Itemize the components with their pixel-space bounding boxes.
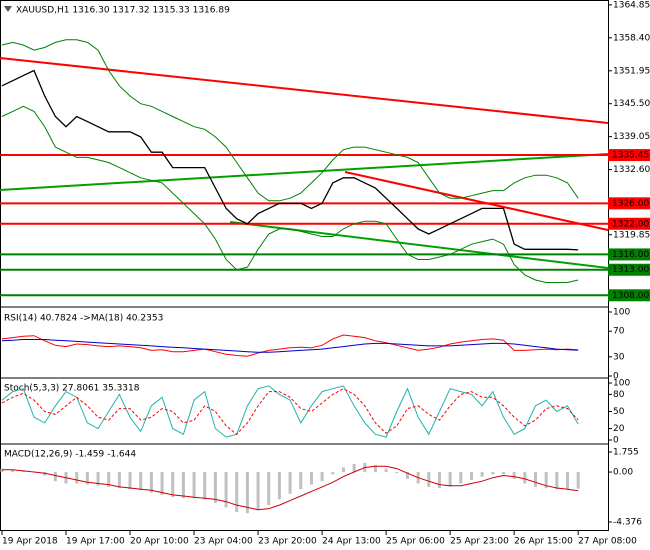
y-tick-label: 1364.85	[613, 0, 650, 10]
trend-line	[0, 153, 609, 191]
level-box	[608, 197, 650, 210]
series-line	[1, 39, 579, 202]
y-tick-label: 100	[613, 308, 630, 318]
y-tick-label: 1.755	[613, 448, 639, 458]
x-tick-label: 23 Apr 20:00	[258, 537, 317, 547]
level-box	[608, 289, 650, 302]
x-tick-label: 25 Apr 06:00	[386, 537, 445, 547]
level-label: 1335.45	[612, 151, 649, 161]
level-box	[608, 248, 650, 261]
trend-line	[344, 171, 609, 231]
series-line	[2, 465, 579, 511]
level-label: 1308.00	[612, 291, 649, 301]
y-tick-label: 1339.05	[613, 132, 650, 142]
x-tick-label: 27 Apr 08:00	[578, 537, 637, 547]
panel-icon	[4, 6, 12, 12]
y-tick-label: -4.376	[613, 518, 642, 528]
y-tick-label: 0.00	[613, 468, 633, 478]
level-box	[608, 263, 650, 276]
y-tick-label: 1351.95	[613, 66, 650, 76]
x-tick-label: 20 Apr 10:00	[130, 537, 189, 547]
y-tick-label: 50	[613, 407, 625, 417]
y-tick-label: 100	[613, 379, 630, 389]
y-tick-label: 1319.85	[613, 230, 650, 240]
x-tick-label: 26 Apr 15:00	[514, 537, 573, 547]
x-tick-label: 19 Apr 2018	[2, 537, 58, 547]
level-box	[608, 149, 650, 162]
level-box	[608, 217, 650, 230]
series-line	[1, 388, 579, 435]
series-line	[1, 385, 579, 438]
panel-title: Stoch(5,3,3) 27.8061 35.3318	[4, 384, 140, 394]
y-tick-label: 30	[613, 352, 625, 362]
y-tick-label: 1332.60	[613, 165, 650, 175]
trend-line	[0, 57, 609, 124]
level-label: 1313.00	[612, 265, 649, 275]
y-tick-label: 70	[613, 327, 625, 337]
series-line	[1, 334, 579, 357]
panel-title: RSI(14) 40.7824 ->MA(18) 40.2353	[4, 314, 163, 324]
series-line	[1, 69, 579, 251]
y-tick-label: 0	[613, 436, 619, 446]
level-label: 1322.00	[612, 219, 649, 229]
series-line	[1, 339, 579, 353]
y-tick-label: 1358.40	[613, 33, 650, 43]
x-tick-label: 24 Apr 13:00	[322, 537, 381, 547]
y-tick-label: 1345.50	[613, 99, 650, 109]
x-tick-label: 25 Apr 23:00	[450, 537, 509, 547]
panel-title: XAUUSD,H1 1316.30 1317.32 1315.33 1316.8…	[16, 6, 230, 16]
level-label: 1326.00	[612, 199, 649, 209]
y-tick-label: 80	[613, 390, 625, 400]
series-line	[1, 105, 579, 283]
panel-title: MACD(12,26,9) -1.459 -1.644	[4, 450, 136, 460]
y-tick-label: 0	[613, 372, 619, 382]
frame	[0, 0, 609, 531]
x-tick-label: 23 Apr 04:00	[194, 537, 253, 547]
level-label: 1316.00	[612, 250, 649, 260]
x-tick-label: 19 Apr 17:00	[66, 537, 125, 547]
y-tick-label: 20	[613, 424, 625, 434]
